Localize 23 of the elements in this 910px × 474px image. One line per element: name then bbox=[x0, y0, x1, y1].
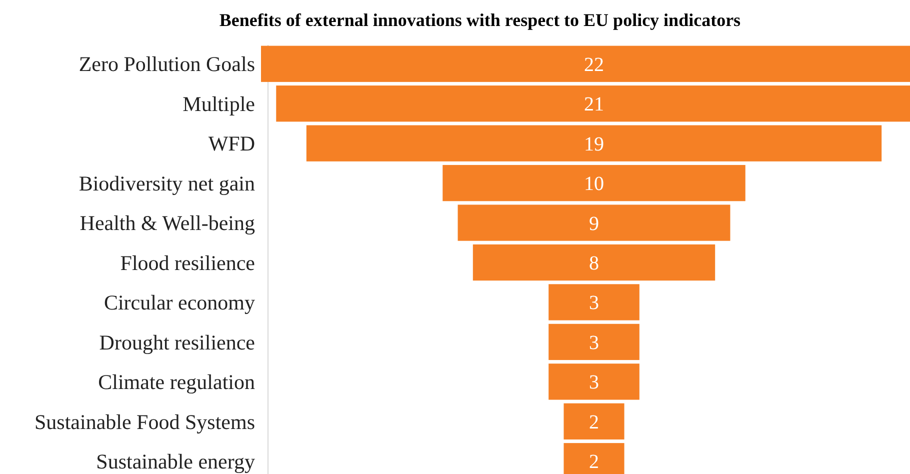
text: Benefits of external innovations with respect to EU policy indicators bbox=[219, 10, 741, 30]
data-label: 3 bbox=[589, 372, 599, 394]
category-label: Multiple bbox=[182, 92, 255, 116]
category-label: Zero Pollution Goals bbox=[78, 52, 255, 76]
data-label: 3 bbox=[589, 332, 599, 354]
category-label: Sustainable energy bbox=[96, 449, 256, 474]
category-label: Flood resilience bbox=[120, 250, 255, 275]
category-label: Drought resilience bbox=[99, 330, 255, 354]
data-label: 2 bbox=[589, 451, 599, 474]
category-label: Climate regulation bbox=[98, 370, 256, 394]
data-label: 8 bbox=[589, 252, 599, 274]
category-label: WFD bbox=[208, 132, 255, 156]
category-label: Circular economy bbox=[104, 290, 256, 315]
data-label: 10 bbox=[584, 173, 604, 196]
data-label: 2 bbox=[589, 411, 599, 434]
data-label: 21 bbox=[584, 94, 604, 116]
data-label: 3 bbox=[589, 292, 599, 314]
data-label: 19 bbox=[584, 133, 604, 156]
category-label: Biodiversity net gain bbox=[78, 171, 256, 196]
category-label: Sustainable Food Systems bbox=[34, 410, 255, 434]
category-label: Health & Well-being bbox=[80, 211, 256, 236]
data-label: 9 bbox=[589, 212, 599, 235]
data-label: 22 bbox=[584, 54, 604, 76]
